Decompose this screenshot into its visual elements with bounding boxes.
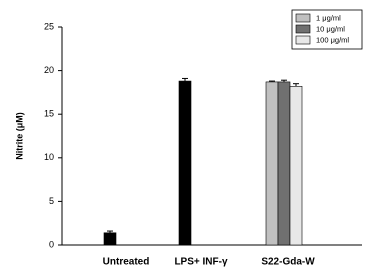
x-tick-label: Untreated: [103, 257, 150, 268]
legend-swatch: [295, 35, 311, 45]
legend-swatch: [295, 24, 311, 34]
legend-label: 1 μg/ml: [316, 13, 341, 22]
y-tick-label: 15: [44, 109, 54, 119]
legend-label: 100 μg/ml: [316, 35, 349, 44]
y-tick-label: 25: [44, 21, 54, 31]
x-tick-label: S22-Gda-W: [261, 257, 315, 268]
bar: [103, 232, 117, 246]
bar: [178, 80, 192, 246]
bar: [289, 85, 303, 246]
legend-label: 10 μg/ml: [316, 24, 345, 33]
bar: [277, 81, 291, 246]
y-tick-label: 10: [44, 152, 54, 162]
y-tick-label: 0: [49, 239, 54, 249]
y-axis-label: Nitrite (μM): [14, 112, 24, 160]
bar: [265, 81, 279, 246]
x-tick-label: LPS+ INF-γ: [174, 257, 228, 268]
y-tick-label: 20: [44, 65, 54, 75]
y-tick-label: 5: [49, 196, 54, 206]
legend-swatch: [295, 13, 311, 23]
